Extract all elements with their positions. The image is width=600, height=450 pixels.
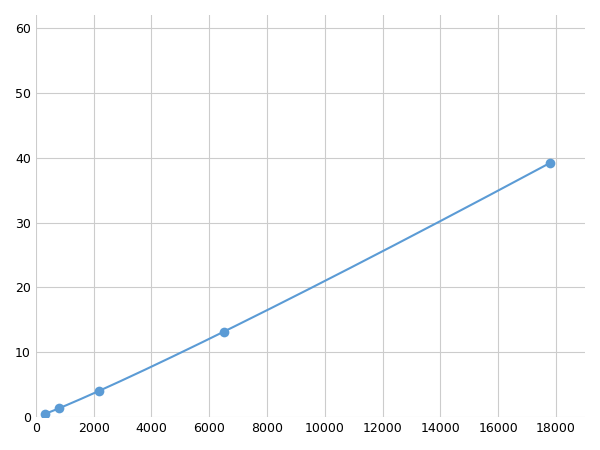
Point [40,410,49,418]
Point [54,405,64,412]
Point [219,328,229,335]
Point [95,387,104,394]
Point [545,159,555,166]
